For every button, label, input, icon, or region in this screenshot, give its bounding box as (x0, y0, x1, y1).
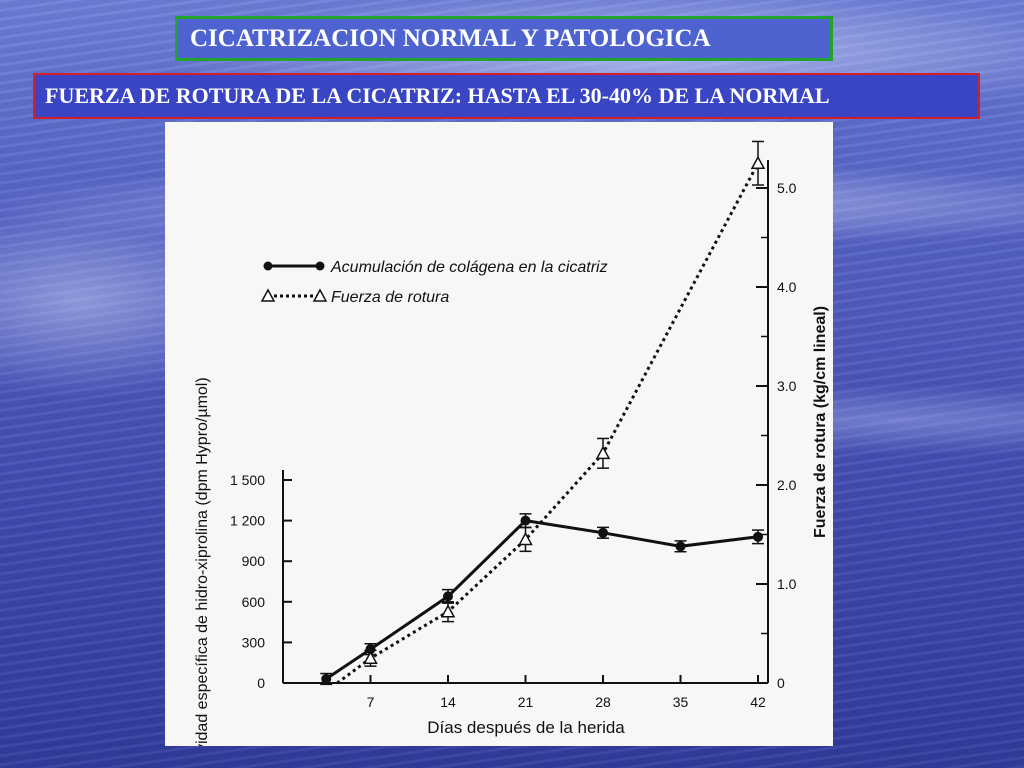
series-1-point (518, 531, 533, 546)
legend-force-label: Fuerza de rotura (331, 289, 449, 306)
right-y-tick-label: 1.0 (777, 576, 797, 592)
left-y-axis-label: Actividad específica de hidro-xiprolina … (194, 377, 211, 746)
left-y-tick-label: 1 500 (230, 472, 265, 488)
series-0-point (520, 515, 531, 526)
slide-title: CICATRIZACION NORMAL Y PATOLOGICA (190, 24, 711, 52)
right-y-axis-label: Fuerza de rotura (kg/cm lineal) (812, 306, 829, 538)
right-y-tick-label: 2.0 (777, 477, 797, 493)
right-y-tick-label: 3.0 (777, 378, 797, 394)
series-1-point (595, 445, 611, 460)
x-ticks: 7 14 21 28 35 42 (367, 675, 766, 710)
left-y-ticks: 0 300 600 900 1 200 1 500 (230, 472, 292, 691)
right-y-ticks: 0 1.0 2.0 3.0 4.0 5.0 (756, 180, 797, 691)
slide-subtitle-box: FUERZA DE ROTURA DE LA CICATRIZ: HASTA E… (33, 73, 980, 119)
series-1-point (440, 604, 456, 618)
legend-force-marker-right (312, 288, 328, 302)
right-y-tick-label: 4.0 (777, 279, 797, 295)
x-tick-label: 7 (367, 694, 375, 710)
x-tick-label: 14 (440, 694, 456, 710)
series-1-point (363, 650, 378, 664)
right-y-tick-label: 5.0 (777, 180, 797, 196)
slide-subtitle: FUERZA DE ROTURA DE LA CICATRIZ: HASTA E… (45, 83, 830, 108)
x-axis-label: Días después de la herida (427, 718, 625, 737)
series-1-point (750, 155, 766, 169)
left-y-tick-label: 1 200 (230, 513, 265, 529)
x-tick-label: 28 (595, 694, 611, 710)
chart-svg: 7 14 21 28 35 42 0 300 600 900 1 200 1 500 0 1.0 2.0… (194, 140, 829, 746)
series-0-point (598, 527, 608, 538)
left-y-tick-label: 0 (257, 675, 265, 691)
series-group (320, 140, 766, 686)
legend-force-marker-left (260, 288, 276, 302)
slide-title-box: CICATRIZACION NORMAL Y PATOLOGICA (175, 16, 833, 61)
x-tick-label: 35 (673, 694, 689, 710)
left-y-tick-label: 600 (242, 594, 266, 610)
left-y-tick-label: 300 (242, 634, 266, 650)
chart-panel: 7 14 21 28 35 42 0 300 600 900 1 200 1 500 0 1.0 2.0… (165, 122, 833, 746)
legend: Acumulación de colágena en la cicatriz F… (260, 259, 608, 306)
legend-collagen-label: Acumulación de colágena en la cicatriz (330, 259, 608, 276)
legend-collagen-marker-left (263, 261, 273, 271)
right-y-tick-label: 0 (777, 675, 785, 691)
series-0-line (325, 519, 759, 681)
legend-collagen-marker-right (315, 261, 325, 271)
series-0-point (321, 673, 332, 684)
series-0-point (753, 531, 763, 542)
x-tick-label: 21 (518, 694, 534, 710)
series-0-point (443, 591, 453, 602)
left-y-tick-label: 900 (242, 553, 266, 569)
series-0-point (365, 644, 376, 655)
series-1-line (336, 162, 760, 685)
series-0-point (675, 541, 686, 552)
x-tick-label: 42 (750, 694, 766, 710)
